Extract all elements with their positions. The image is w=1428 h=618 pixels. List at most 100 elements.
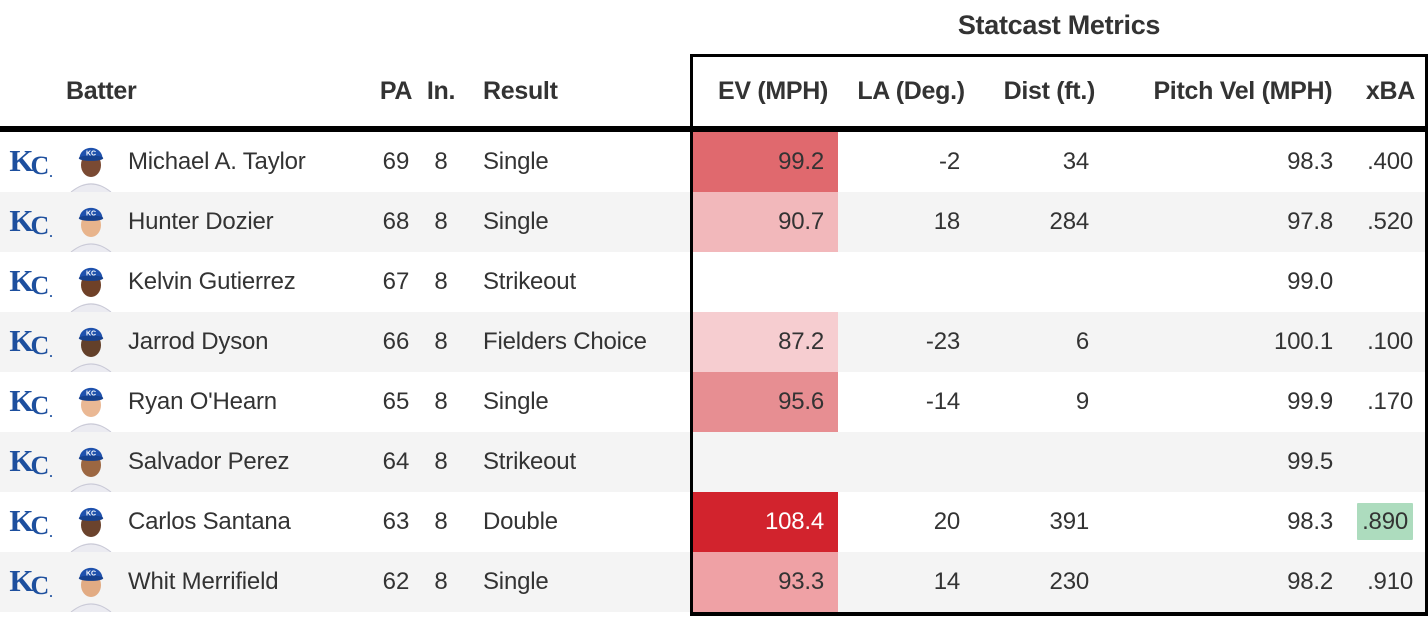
batter-name: Salvador Perez [128,448,290,475]
inning-value: 8 [434,568,448,595]
table-row-statcast: 99.5 [693,432,1425,492]
inning-value: 8 [434,388,448,415]
pitch-vel-value: 97.8 [1287,208,1333,235]
svg-text:KC: KC [86,331,96,338]
statcast-rows: 99.2 -2 34 98.3 .400 90.7 18 284 97.8 .5… [693,132,1425,612]
ev-value: 99.2 [693,132,838,192]
dist-value: 34 [1062,148,1089,175]
player-headshot-icon: KC [62,492,120,552]
column-header-pitch-vel: Pitch Vel (MPH) [1153,77,1333,105]
pitch-vel-value: 100.1 [1273,328,1333,355]
pa-value: 63 [382,508,410,535]
ev-value: 108.4 [693,492,838,552]
table-row: KC. KC Salvador Perez 64 8 Strikeout [0,432,690,492]
table-row: KC. KC Hunter Dozier 68 8 Single [0,192,690,252]
table-row: KC. KC Ryan O'Hearn 65 8 Single [0,372,690,432]
player-headshot-icon: KC [62,312,120,372]
batter-name: Carlos Santana [128,508,291,535]
column-header-dist: Dist (ft.) [1003,77,1096,105]
column-header-inning: In. [426,77,456,105]
player-headshot-icon: KC [62,132,120,192]
xba-value: .100 [1367,328,1413,355]
column-header-batter: Batter [66,77,137,105]
dist-value: 230 [1049,568,1090,595]
table-row: KC. KC Whit Merrifield 62 8 Single [0,552,690,612]
svg-text:KC: KC [86,151,96,158]
column-header-result: Result [483,77,558,105]
player-headshot-icon: KC [62,372,120,432]
result-value: Single [483,148,549,175]
table-row-statcast: 95.6 -14 9 99.9 .170 [693,372,1425,432]
ev-value: 93.3 [693,552,838,612]
inning-value: 8 [434,268,448,295]
table-row-statcast: 99.0 [693,252,1425,312]
kc-team-logo-icon: KC. [9,323,53,360]
batter-section: Batter PA In. Result KC. KC Michael A. T… [0,0,690,618]
batter-name: Jarrod Dyson [128,328,269,355]
table-row: KC. KC Michael A. Taylor 69 8 Single [0,132,690,192]
kc-team-logo-icon: KC. [9,443,53,480]
column-header-la: LA (Deg.) [857,77,965,105]
statcast-title: Statcast Metrics [957,10,1161,40]
player-headshot-icon: KC [62,552,120,612]
pa-value: 67 [382,268,410,295]
table-row-statcast: 90.7 18 284 97.8 .520 [693,192,1425,252]
kc-team-logo-icon: KC. [9,143,53,180]
result-value: Fielders Choice [483,328,647,355]
pa-value: 62 [382,568,410,595]
table-row-statcast: 99.2 -2 34 98.3 .400 [693,132,1425,192]
batter-rows: KC. KC Michael A. Taylor 69 8 Single KC. [0,132,690,612]
svg-text:KC: KC [86,451,96,458]
xba-value: .910 [1367,568,1413,595]
xba-value: .890 [1347,503,1425,540]
ev-value: 90.7 [693,192,838,252]
svg-text:KC: KC [86,511,96,518]
dist-value: 9 [1075,388,1089,415]
title-spacer [0,0,690,57]
player-headshot-icon: KC [62,252,120,312]
table-row: KC. KC Kelvin Gutierrez 67 8 Strikeout [0,252,690,312]
table-row: KC. KC Carlos Santana 63 8 Double [0,492,690,552]
ev-value: 87.2 [693,312,838,372]
result-value: Double [483,508,558,535]
pa-value: 68 [382,208,410,235]
la-value: -23 [925,328,960,355]
pa-value: 66 [382,328,410,355]
xba-value: .170 [1367,388,1413,415]
inning-value: 8 [434,448,448,475]
pitch-vel-value: 99.9 [1287,388,1333,415]
table-row: KC. KC Jarrod Dyson 66 8 Fielders Choice [0,312,690,372]
svg-text:KC: KC [86,391,96,398]
la-value: 18 [933,208,960,235]
player-headshot-icon: KC [62,192,120,252]
result-value: Strikeout [483,268,576,295]
column-header-xba: xBA [1365,77,1415,105]
pitch-vel-value: 98.3 [1287,508,1333,535]
inning-value: 8 [434,508,448,535]
pa-value: 64 [382,448,410,475]
pitch-vel-value: 98.3 [1287,148,1333,175]
batter-name: Ryan O'Hearn [128,388,277,415]
statcast-header-row: EV (MPH) LA (Deg.) Dist (ft.) Pitch Vel … [693,57,1425,132]
kc-team-logo-icon: KC. [9,383,53,420]
kc-team-logo-icon: KC. [9,203,53,240]
result-value: Single [483,208,549,235]
result-value: Single [483,388,549,415]
table-row-statcast: 93.3 14 230 98.2 .910 [693,552,1425,612]
batter-name: Michael A. Taylor [128,148,306,175]
inning-value: 8 [434,328,448,355]
svg-text:KC: KC [86,571,96,578]
statcast-box: EV (MPH) LA (Deg.) Dist (ft.) Pitch Vel … [690,54,1428,616]
ev-value: 95.6 [693,372,838,432]
la-value: -2 [939,148,960,175]
dist-value: 6 [1075,328,1089,355]
xba-value: .520 [1367,208,1413,235]
ev-value [693,252,838,312]
svg-text:KC: KC [86,271,96,278]
batter-name: Whit Merrifield [128,568,279,595]
la-value: 14 [933,568,960,595]
la-value: -14 [925,388,960,415]
ev-value [693,432,838,492]
kc-team-logo-icon: KC. [9,503,53,540]
kc-team-logo-icon: KC. [9,263,53,300]
